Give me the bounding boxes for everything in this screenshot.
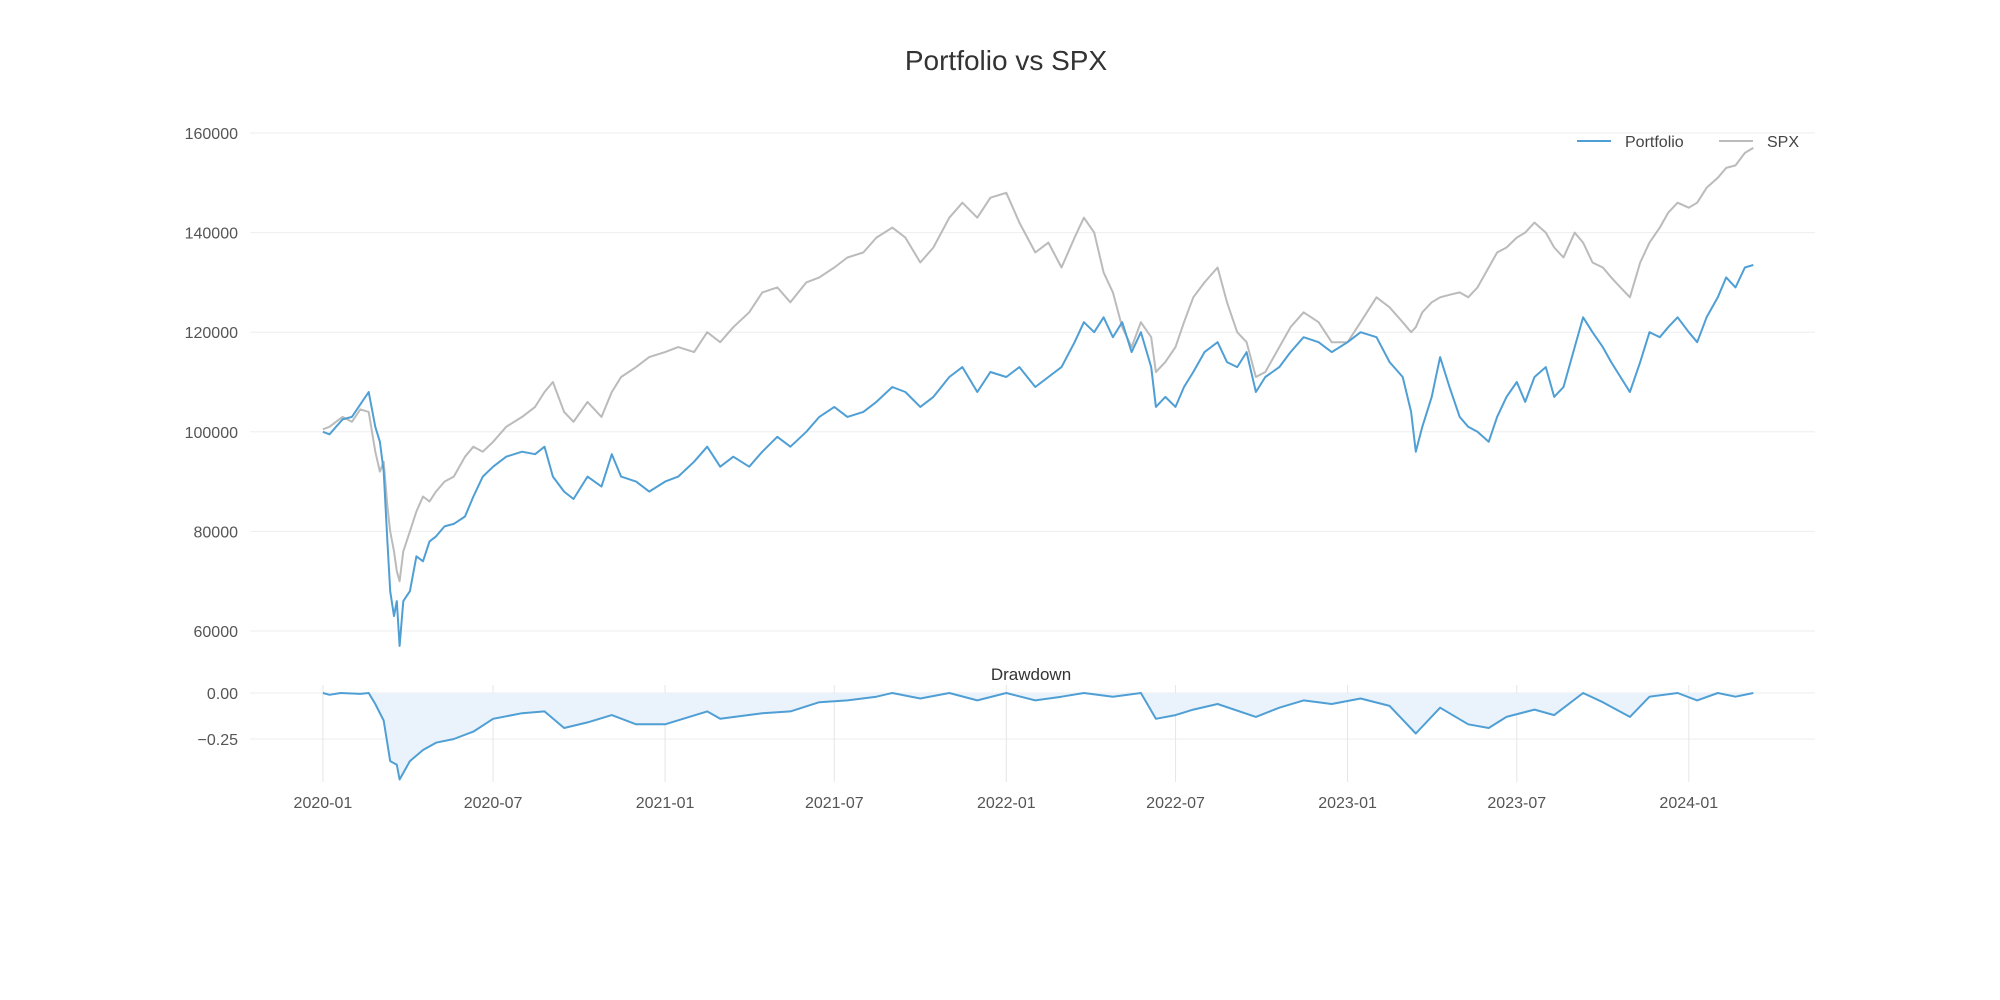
x-axis: 2020-01 2020-07 2021-01 2021-07 2022-01 2022-… [294,795,1719,812]
x-tick-label: 2023-07 [1487,795,1546,812]
main-y-tick-label: 140000 [185,226,238,243]
x-tick-label: 2020-01 [294,795,353,812]
drawdown-y-tick-label: 0.00 [207,686,238,703]
drawdown-y-axis: 0.00 −0.25 [198,686,239,749]
drawdown-title: Drawdown [991,665,1071,684]
x-tick-label: 2022-01 [977,795,1036,812]
drawdown-area-fill [322,693,1754,780]
x-tick-label: 2021-07 [805,795,864,812]
legend-label-spx: SPX [1767,134,1799,151]
drawdown-line [322,692,1754,781]
main-y-tick-label: 100000 [185,425,238,442]
x-tick-label: 2023-01 [1318,795,1377,812]
legend-label-portfolio: Portfolio [1625,134,1684,151]
main-y-tick-label: 80000 [194,524,239,541]
series-line-portfolio [322,264,1754,647]
legend: Portfolio SPX [1577,134,1799,151]
x-tick-label: 2022-07 [1146,795,1205,812]
series-line-spx [322,147,1754,583]
main-y-tick-label: 120000 [185,325,238,342]
x-tick-label: 2024-01 [1659,795,1718,812]
chart-title: Portfolio vs SPX [905,45,1108,76]
main-y-tick-label: 160000 [185,126,238,143]
x-tick-label: 2021-01 [636,795,695,812]
drawdown-plot [322,692,1754,781]
main-y-tick-label: 60000 [194,624,239,641]
main-y-axis: 60000 80000 100000 120000 140000 160000 [185,126,238,641]
main-plot-lines [322,147,1754,647]
main-gridlines [250,132,1815,632]
drawdown-y-tick-label: −0.25 [198,732,239,749]
x-tick-label: 2020-07 [464,795,523,812]
